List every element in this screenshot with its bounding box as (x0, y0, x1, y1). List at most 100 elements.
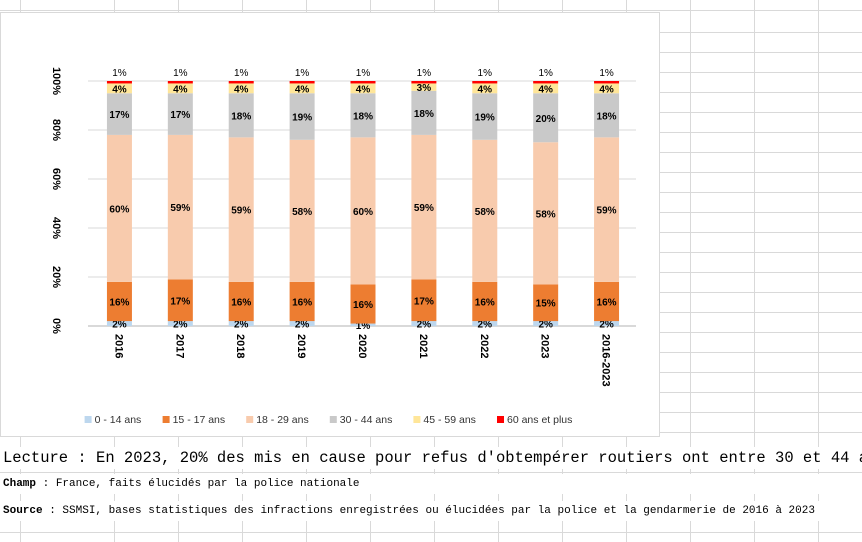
legend-label: 0 - 14 ans (95, 414, 142, 426)
x-tick-label: 2023 (539, 334, 551, 358)
legend-label: 18 - 29 ans (256, 414, 309, 426)
data-label: 2% (417, 320, 432, 331)
champ-note: Champ : France, faits élucidés par la po… (0, 474, 862, 494)
data-label: 58% (536, 209, 556, 220)
x-tick-label: 2022 (478, 334, 490, 358)
data-label: 1% (173, 68, 188, 79)
bar-segment (289, 281, 315, 322)
bar-segment (594, 321, 620, 326)
legend-label: 45 - 59 ans (423, 414, 476, 426)
data-label: 18% (231, 111, 251, 122)
data-label: 19% (292, 113, 312, 124)
data-label: 19% (475, 113, 495, 124)
data-label: 1% (538, 68, 553, 79)
legend-swatch (246, 416, 254, 423)
bar-segment (106, 81, 132, 84)
bar-segment (289, 81, 315, 84)
bar-segment (167, 83, 193, 94)
y-tick-label: 60% (50, 168, 62, 190)
x-tick-label: 2020 (356, 334, 368, 358)
data-label: 1% (295, 68, 310, 79)
bar-segment (106, 83, 132, 94)
legend-label: 30 - 44 ans (340, 414, 393, 426)
x-tick-label: 2018 (234, 334, 246, 358)
data-label: 60% (353, 207, 373, 218)
x-tick-label: 2017 (173, 334, 185, 358)
bar-segment (411, 134, 437, 280)
bar-segment (350, 83, 376, 94)
data-label: 2% (112, 320, 127, 331)
data-label: 18% (414, 109, 434, 120)
y-tick-label: 80% (50, 119, 62, 141)
bar-segment (228, 93, 254, 138)
bar-segment (472, 321, 498, 326)
data-label: 2% (538, 320, 553, 331)
data-label: 1% (417, 68, 432, 79)
data-label: 4% (234, 84, 249, 95)
lecture-note: Lecture : En 2023, 20% des mis en cause … (0, 447, 862, 469)
x-tick-label: 2016 (112, 334, 124, 358)
stacked-bar-chart: 0% 20% 40% 60% 80% 100% 2% 16% 60% 17% 4% 1% 2016 2% 1… (50, 67, 636, 426)
data-label: 4% (112, 84, 127, 95)
data-label: 1% (356, 68, 371, 79)
data-label: 17% (414, 296, 434, 307)
bar-segment (167, 81, 193, 84)
data-label: 4% (538, 84, 553, 95)
x-tick-label: 2019 (295, 334, 307, 358)
bar-segment (472, 83, 498, 94)
data-label: 4% (478, 84, 493, 95)
bar-segment (350, 284, 376, 324)
bar-segment (533, 83, 559, 94)
data-label: 18% (597, 111, 617, 122)
data-label: 2% (478, 320, 493, 331)
legend-label: 15 - 17 ans (173, 414, 226, 426)
data-label: 16% (231, 298, 251, 309)
data-label: 15% (536, 299, 556, 310)
data-label: 2% (295, 320, 310, 331)
data-label: 16% (292, 298, 312, 309)
data-label: 17% (109, 110, 129, 121)
data-label: 20% (536, 114, 556, 125)
data-label: 60% (109, 204, 129, 215)
data-label: 16% (597, 298, 617, 309)
source-note: Source : SSMSI, bases statistiques des i… (0, 501, 862, 521)
bar-segment (289, 139, 315, 282)
bar-segment (289, 321, 315, 326)
bar-segment (228, 81, 254, 84)
data-label: 59% (414, 203, 434, 214)
data-label: 16% (475, 298, 495, 309)
data-label: 1% (599, 68, 614, 79)
y-tick-label: 20% (50, 266, 62, 288)
data-label: 16% (353, 300, 373, 311)
bar-segment (594, 93, 620, 138)
champ-text: : France, faits élucidés par la police n… (36, 478, 360, 490)
bar-segment (228, 137, 254, 282)
bar-segment (472, 93, 498, 140)
x-tick-label: 2016-2023 (600, 334, 612, 387)
data-label: 2% (599, 320, 614, 331)
data-label: 1% (234, 68, 249, 79)
bar-segment (411, 321, 437, 326)
y-tick-label: 100% (50, 67, 62, 95)
bar-segment (228, 321, 254, 326)
legend-swatch (84, 416, 92, 423)
source-label: Source (3, 505, 43, 517)
bar-segment (472, 139, 498, 282)
data-label: 2% (234, 320, 249, 331)
bar-segment (533, 321, 559, 326)
data-label: 17% (170, 296, 190, 307)
legend-swatch (413, 416, 421, 423)
bar-segment (167, 321, 193, 326)
data-label: 2% (173, 320, 188, 331)
bar-segment (411, 81, 437, 84)
data-label: 4% (173, 84, 188, 95)
data-label: 59% (231, 206, 251, 217)
bar-segment (167, 279, 193, 322)
y-tick-label: 40% (50, 217, 62, 239)
bar-segment (594, 81, 620, 84)
bar-segment (106, 93, 132, 135)
chart: 0% 20% 40% 60% 80% 100% 2% 16% 60% 17% 4% 1% 2016 2% 1… (0, 12, 660, 437)
bar-segment (472, 281, 498, 322)
bar-segment (411, 90, 437, 135)
x-tick-label: 2021 (417, 334, 429, 358)
